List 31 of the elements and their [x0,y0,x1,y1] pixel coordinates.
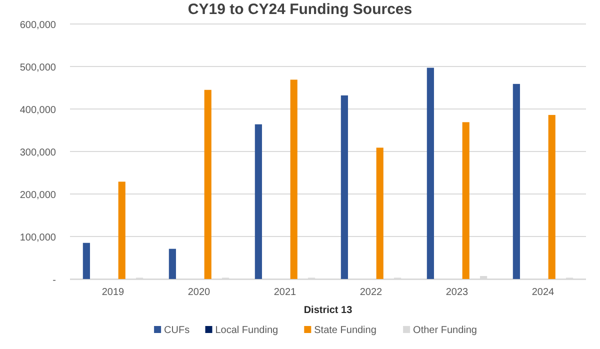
y-tick-label: 200,000 [20,190,56,201]
y-tick-label: - [52,275,56,286]
legend-label: State Funding [314,325,376,336]
x-tick-label: 2019 [102,287,125,298]
bar [340,95,348,279]
x-tick-label: 2020 [188,287,211,298]
y-tick-label: 500,000 [20,62,56,74]
bar [118,182,126,279]
bar [426,68,434,279]
x-tick-label: 2023 [446,287,469,298]
x-tick-label: 2024 [532,287,555,298]
legend-label: Local Funding [215,325,278,336]
x-tick-label: 2021 [274,287,297,298]
y-tick-label: 300,000 [20,148,56,158]
x-axis-title: District 13 [304,305,353,316]
bar [204,90,212,279]
bar [376,148,384,279]
bar [82,242,90,279]
bar [462,122,470,279]
legend-label: Other Funding [413,325,477,336]
y-tick-label: 600,000 [20,20,56,31]
bar [512,84,520,279]
bar [290,80,298,279]
bar [168,248,176,279]
chart-title: CY19 to CY24 Funding Sources [188,1,412,18]
bar [548,114,556,279]
x-tick-label: 2022 [360,287,383,298]
bar [254,124,262,279]
legend-label: CUFs [164,325,190,336]
y-tick-label: 100,000 [20,232,56,244]
y-tick-label: 400,000 [20,105,56,116]
